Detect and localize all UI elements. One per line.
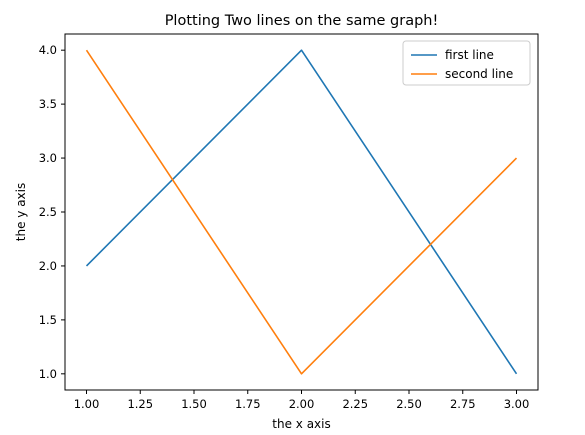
x-tick-label: 1.75 [235, 397, 261, 411]
series-group [85, 49, 518, 375]
y-tick-label: 1.0 [39, 367, 57, 381]
series-line-2 [85, 49, 518, 375]
legend: first line second line [402, 40, 531, 86]
y-tick-label: 4.0 [39, 43, 57, 57]
x-axis-ticks: 1.00 1.25 1.50 1.75 2.00 2.25 2.50 2.75 3.00 [74, 390, 530, 411]
x-tick-label: 2.75 [450, 397, 476, 411]
x-tick-label: 1.50 [181, 397, 207, 411]
x-tick-label: 1.00 [74, 397, 100, 411]
y-tick-label: 2.0 [39, 259, 57, 273]
y-tick-label: 2.5 [39, 205, 57, 219]
x-tick-label: 3.00 [504, 397, 530, 411]
x-tick-label: 2.50 [396, 397, 422, 411]
x-tick-label: 2.00 [289, 397, 315, 411]
y-tick-label: 3.5 [39, 97, 57, 111]
series-line-1 [85, 49, 518, 375]
x-tick-label: 1.25 [127, 397, 153, 411]
chart-title: Plotting Two lines on the same graph! [165, 13, 439, 29]
y-axis-label: the y axis [14, 183, 28, 241]
y-tick-label: 3.0 [39, 151, 57, 165]
y-axis-ticks: 1.0 1.5 2.0 2.5 3.0 3.5 4.0 [39, 43, 65, 381]
x-axis-label: the x axis [272, 417, 330, 431]
x-tick-label: 2.25 [342, 397, 368, 411]
legend-label-1: first line [445, 48, 494, 62]
legend-label-2: second line [445, 67, 513, 81]
y-tick-label: 1.5 [39, 313, 57, 327]
